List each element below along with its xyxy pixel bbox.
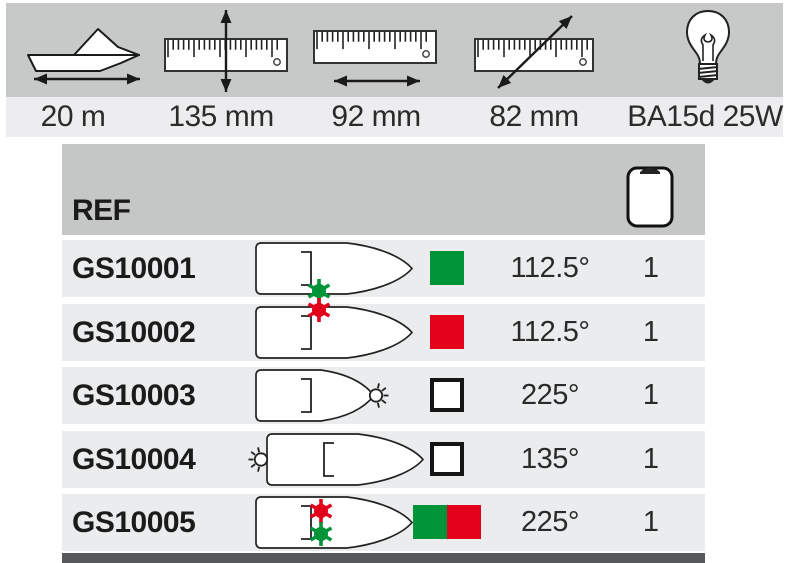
product-ref: GS10003 [72, 379, 196, 412]
beam-angle: 112.5° [510, 252, 590, 284]
pack-quantity: 1 [642, 442, 660, 475]
table-bottom-bar [62, 553, 705, 563]
boat-light-position-diagram [253, 367, 423, 424]
spec-boat-length: 20 m [40, 100, 106, 133]
spec-bulb-type: BA15d 25W [627, 100, 783, 133]
swatch-red [447, 505, 481, 539]
spec-value-band: 20 m 135 mm 92 mm 82 mm BA15d 25W [6, 97, 783, 137]
bulb-icon [681, 9, 735, 93]
light-color-swatch [430, 378, 464, 412]
beam-angle: 225° [521, 506, 579, 538]
boat-length-icon [22, 21, 154, 85]
light-color-swatch [430, 314, 464, 349]
product-ref: GS10004 [72, 442, 196, 476]
pack-quantity: 1 [642, 506, 660, 538]
boat-light-position-diagram [253, 297, 423, 361]
swatch-green [430, 251, 464, 285]
spec-diagonal: 82 mm [489, 100, 579, 133]
boat-light-position-diagram [253, 494, 423, 551]
beam-angle: 135° [521, 442, 579, 475]
pack-quantity: 1 [642, 315, 660, 348]
beam-angle: 225° [521, 379, 579, 411]
light-color-swatch [413, 505, 481, 539]
boat-light-position-diagram [248, 431, 425, 488]
beam-angle: 112.5° [510, 315, 590, 348]
table-row: GS10002 112.5° 1 [62, 297, 705, 361]
table-body: GS10001 112.5° 1 GS10002 112.5° 1 GS1000… [62, 240, 705, 552]
spec-icon-band [6, 3, 783, 97]
spec-height: 135 mm [168, 100, 274, 133]
pack-quantity: 1 [642, 379, 660, 411]
ruler-width-icon [312, 29, 440, 93]
product-ref: GS10001 [72, 252, 196, 285]
pack-quantity: 1 [642, 252, 660, 284]
ruler-diagonal-icon [470, 12, 600, 92]
swatch-green [413, 505, 447, 539]
light-color-swatch [430, 441, 464, 476]
table-row: GS10004 135° 1 [62, 430, 705, 488]
table-row: GS10005 225° 1 [62, 494, 705, 551]
spec-width: 92 mm [331, 100, 421, 133]
swatch-white [430, 441, 464, 476]
product-ref: GS10002 [72, 315, 196, 349]
pack-quantity-icon [626, 162, 674, 228]
boat-light-position-diagram [253, 240, 423, 303]
swatch-red [430, 314, 464, 349]
ref-column-header: REF [72, 194, 131, 227]
table-header: REF [62, 144, 705, 235]
light-color-swatch [430, 251, 464, 285]
table-row: GS10001 112.5° 1 [62, 240, 705, 303]
product-ref: GS10005 [72, 506, 196, 539]
table-row: GS10003 225° 1 [62, 367, 705, 424]
ruler-height-icon [160, 8, 292, 94]
swatch-white [430, 378, 464, 412]
